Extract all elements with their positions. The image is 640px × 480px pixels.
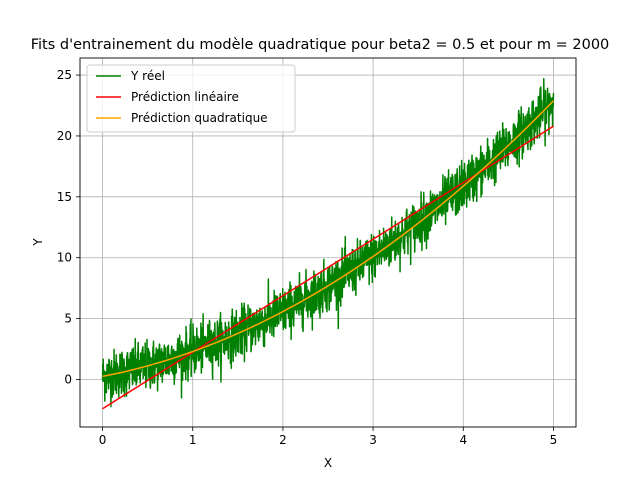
x-axis-label: X <box>324 456 332 470</box>
y-tick-label: 5 <box>64 312 72 326</box>
legend-box <box>86 64 296 133</box>
y-tick-label: 0 <box>64 373 72 387</box>
y-axis-label: Y <box>31 238 45 247</box>
plot-data <box>101 78 555 410</box>
y-tick-label: 10 <box>57 251 72 265</box>
x-tick-label: 3 <box>369 433 377 447</box>
legend-label: Y réel <box>130 69 165 83</box>
legend: Y réel Prédiction linéaire Prédiction quad… <box>86 64 296 133</box>
ticks: 0 1 2 3 4 5 0 5 10 15 20 25 <box>57 68 558 447</box>
chart-title: Fits d'entrainement du modèle quadratiqu… <box>31 37 610 53</box>
y-tick-label: 20 <box>57 129 72 143</box>
x-tick-label: 4 <box>459 433 467 447</box>
y-tick-label: 15 <box>57 190 72 204</box>
x-tick-label: 5 <box>550 433 558 447</box>
y-tick-label: 25 <box>57 68 72 82</box>
legend-label: Prédiction quadratique <box>131 111 268 125</box>
x-tick-label: 0 <box>99 433 107 447</box>
x-tick-label: 1 <box>189 433 197 447</box>
series-prediction-quadratique-line <box>102 100 554 378</box>
legend-label: Prédiction linéaire <box>131 90 239 104</box>
plot-frame <box>79 57 577 428</box>
x-tick-label: 2 <box>279 433 287 447</box>
